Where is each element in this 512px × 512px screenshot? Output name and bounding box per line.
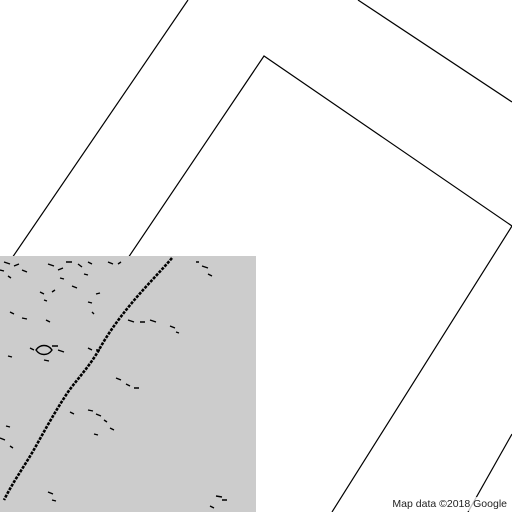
tile-speckle	[0, 261, 227, 509]
map-attribution: Map data ©2018 Google	[389, 497, 510, 511]
outer-boundary-line-right	[357, 0, 512, 103]
tile-road-line	[2, 257, 173, 501]
map-tile	[0, 256, 256, 512]
inner-boundary-line	[127, 55, 512, 512]
outer-boundary-line	[11, 0, 189, 259]
